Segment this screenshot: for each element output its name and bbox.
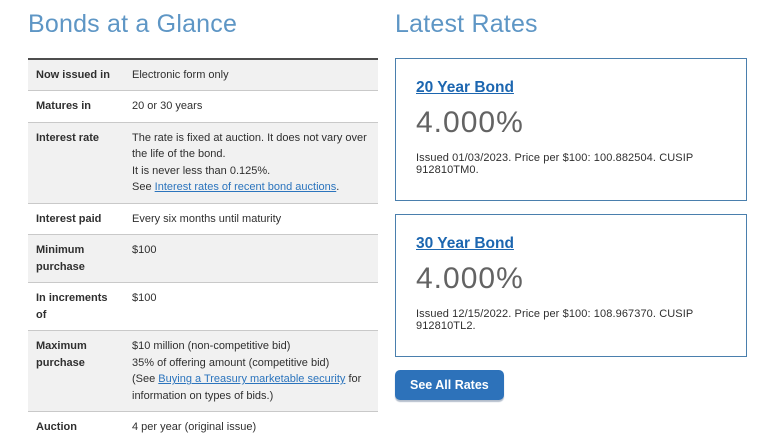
latest-rates-title: Latest Rates <box>395 10 538 38</box>
see-all-rates-button[interactable]: See All Rates <box>395 369 504 400</box>
row-text: See Interest rates of recent bond auctio… <box>132 181 340 194</box>
table-row: Interest rate The rate is fixed at aucti… <box>28 122 378 204</box>
table-row: Minimum purchase $100 <box>28 234 378 283</box>
rate-details: Issued 12/15/2022. Price per $100: 108.9… <box>416 307 694 332</box>
row-label: In increments of <box>36 292 108 321</box>
row-label: Interest paid <box>36 212 102 225</box>
table-row: Interest paid Every six months until mat… <box>28 203 378 235</box>
row-value: Every six months until maturity <box>132 212 282 225</box>
row-value: $10 million (non-competitive bid) 35% of… <box>124 331 378 412</box>
row-value: The rate is fixed at auction. It does no… <box>124 122 378 203</box>
rate-details: Issued 01/03/2023. Price per $100: 100.8… <box>416 151 694 176</box>
row-value: $100 <box>132 244 157 257</box>
row-label: Matures in <box>36 100 92 113</box>
row-label: Interest rate <box>36 131 99 144</box>
rate-card-30-year: 30 Year Bond 4.000% Issued 12/15/2022. P… <box>395 213 747 357</box>
row-text: 35% of offering amount (competitive bid) <box>132 356 330 369</box>
row-text: It is never less than 0.125%. <box>132 164 271 177</box>
bonds-table: Now issued in Electronic form only Matur… <box>28 57 378 436</box>
page-title: Bonds at a Glance <box>28 10 238 38</box>
row-label: Minimum purchase <box>36 244 85 273</box>
row-label: Auction frequency <box>36 421 77 434</box>
table-row: Auction frequency 4 per year (original i… <box>28 412 378 436</box>
buying-treasury-security-link[interactable]: Buying a Treasury marketable security <box>158 373 346 386</box>
latest-rates-section: Latest Rates 20 Year Bond 4.000% Issued … <box>395 10 747 436</box>
row-text: 4 per year (original issue) <box>132 421 257 434</box>
table-row: In increments of $100 <box>28 283 378 331</box>
interest-rates-auctions-link[interactable]: Interest rates of recent bond auctions <box>154 181 337 194</box>
rate-value: 4.000% <box>416 105 524 139</box>
bond-link-30-year[interactable]: 30 Year Bond <box>416 234 514 252</box>
row-text: $10 million (non-competitive bid) <box>132 340 291 353</box>
row-text: The rate is fixed at auction. It does no… <box>132 131 367 161</box>
row-value: $100 <box>132 292 157 305</box>
row-value: Electronic form only <box>132 68 229 81</box>
bond-link-20-year[interactable]: 20 Year Bond <box>416 78 514 96</box>
table-row: Maximum purchase $10 million (non-compet… <box>28 330 378 412</box>
table-row: Matures in 20 or 30 years <box>28 91 378 123</box>
rate-card-20-year: 20 Year Bond 4.000% Issued 01/03/2023. P… <box>395 57 747 201</box>
rate-value: 4.000% <box>416 261 524 295</box>
bonds-at-a-glance-section: Bonds at a Glance Now issued in Electron… <box>28 10 378 436</box>
row-label: Maximum purchase <box>36 340 87 369</box>
row-text: (See Buying a Treasury marketable securi… <box>132 373 362 402</box>
table-row: Now issued in Electronic form only <box>28 58 378 91</box>
row-value: 20 or 30 years <box>132 100 203 113</box>
row-value: 4 per year (original issue) 8 per year (… <box>124 412 378 436</box>
row-label: Now issued in <box>36 68 110 81</box>
